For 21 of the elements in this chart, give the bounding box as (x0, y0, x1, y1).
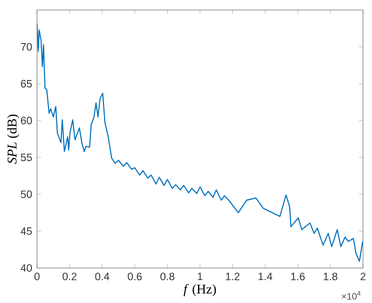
x-tick-label: 0.2 (62, 272, 76, 280)
y-tick-label: 40 (20, 264, 32, 272)
x-tick-label: 0.4 (95, 272, 110, 280)
x-tick-label: 0 (34, 272, 40, 280)
x-tick-label: 0.6 (128, 272, 142, 280)
x-tick-label: 1.8 (324, 272, 338, 280)
y-tick-label: 55 (20, 154, 32, 162)
y-axis-title: SPL (dB) (7, 114, 20, 164)
y-tick-label: 45 (20, 227, 32, 235)
x-tick-label: 2 (360, 272, 366, 280)
y-tick-label: 60 (20, 116, 32, 124)
x-tick-label: 1 (198, 272, 202, 280)
x-tick-label: 1.6 (291, 272, 305, 280)
y-tick-label: 65 (20, 80, 32, 88)
text: ×10$^{4}$ (342, 290, 361, 300)
x-tick-label: 0.8 (160, 272, 174, 280)
y-tick-label: 70 (20, 43, 32, 51)
x-tick-label: 1.4 (258, 272, 272, 280)
y-tick-label: 50 (20, 190, 32, 198)
x-tick-label: 1.2 (226, 272, 240, 280)
x-axis-title: f (Hz) (184, 284, 216, 296)
